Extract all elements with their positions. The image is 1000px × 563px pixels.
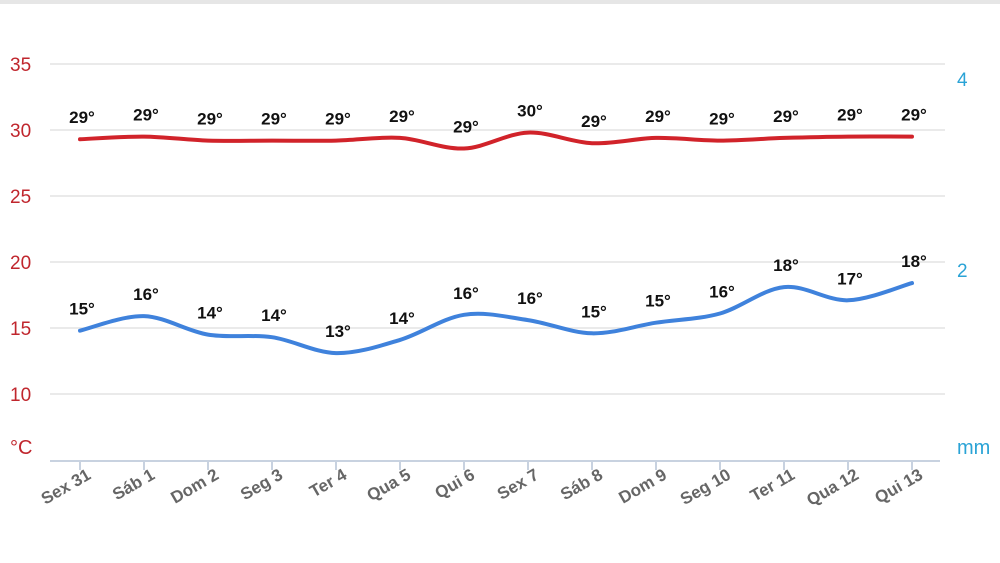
max-temp-data-label: 29° xyxy=(389,107,415,126)
min-temp-data-label: 18° xyxy=(901,252,927,271)
max-temp-data-label: 29° xyxy=(709,110,735,129)
min-temp-data-label: 14° xyxy=(389,309,415,328)
x-tick-label: Sáb 1 xyxy=(109,465,158,504)
min-temp-data-label: 16° xyxy=(453,284,479,303)
min-temp-data-label: 16° xyxy=(517,289,543,308)
min-temp-data-label: 13° xyxy=(325,322,351,341)
y-left-tick-label: 10 xyxy=(10,385,31,406)
max-temp-data-label: 29° xyxy=(133,106,159,125)
max-temp-data-label: 29° xyxy=(261,110,287,129)
max-temp-data-label: 29° xyxy=(453,117,479,136)
x-tick-label: Sáb 8 xyxy=(557,465,606,504)
y-right-tick-label: 4 xyxy=(957,70,968,91)
max-temp-data-label: 29° xyxy=(197,110,223,129)
min-temp-data-label: 15° xyxy=(581,302,607,321)
y-left-tick-label: 25 xyxy=(10,187,31,208)
y-right-tick-label: 2 xyxy=(957,261,968,282)
data-labels: 29° 29° 29° 29° 29° 29° 29° 30° 29° 29° 29° 29° 29° 2… xyxy=(69,102,927,341)
min-temp-data-label: 18° xyxy=(773,256,799,275)
y-left-tick-label: 20 xyxy=(10,253,31,274)
x-tick-label: Qua 12 xyxy=(803,465,862,510)
x-tick-label: Ter 11 xyxy=(747,465,798,505)
min-temperature-line xyxy=(78,281,914,356)
left-y-axis: 35 30 25 20 15 10 xyxy=(10,55,31,406)
max-temp-data-label: 29° xyxy=(325,110,351,129)
max-temperature-line xyxy=(78,130,914,151)
x-tick-label: Seg 3 xyxy=(237,465,286,504)
x-tick-label: Sex 7 xyxy=(494,465,542,504)
max-temp-data-label: 29° xyxy=(773,107,799,126)
y-left-tick-label: 30 xyxy=(10,121,31,142)
min-temp-data-label: 15° xyxy=(69,300,95,319)
x-axis: Sex 31 Sáb 1 Dom 2 Seg 3 Ter 4 Qua 5 Qui 6 Sex … xyxy=(38,461,926,510)
top-border xyxy=(0,0,1000,4)
x-tick-label: Qui 6 xyxy=(432,465,478,503)
left-axis-unit: °C xyxy=(10,437,32,459)
min-temp-data-label: 16° xyxy=(709,282,735,301)
right-y-axis: 42 xyxy=(957,70,968,282)
min-temp-data-label: 16° xyxy=(133,285,159,304)
max-temp-data-label: 29° xyxy=(901,106,927,125)
series-lines xyxy=(78,130,914,356)
right-axis-unit: mm xyxy=(957,437,990,459)
y-left-tick-label: 35 xyxy=(10,55,31,76)
min-temp-data-label: 14° xyxy=(261,306,287,325)
x-tick-label: Qui 13 xyxy=(871,465,926,507)
max-temp-data-label: 30° xyxy=(517,102,543,121)
min-temp-data-label: 15° xyxy=(645,292,671,311)
max-temp-data-label: 29° xyxy=(69,108,95,127)
x-tick-label: Seg 10 xyxy=(677,465,734,509)
x-tick-label: Dom 9 xyxy=(615,465,670,507)
x-tick-label: Sex 31 xyxy=(38,465,94,508)
max-temp-data-label: 29° xyxy=(645,107,671,126)
min-temp-data-label: 14° xyxy=(197,304,223,323)
min-temp-data-label: 17° xyxy=(837,269,863,288)
max-temp-data-label: 29° xyxy=(837,106,863,125)
x-tick-label: Ter 4 xyxy=(306,465,350,501)
max-temp-data-label: 29° xyxy=(581,112,607,131)
x-tick-label: Qua 5 xyxy=(364,465,414,505)
y-left-tick-label: 15 xyxy=(10,319,31,340)
x-tick-label: Dom 2 xyxy=(167,465,222,507)
grid-lines xyxy=(50,63,945,395)
